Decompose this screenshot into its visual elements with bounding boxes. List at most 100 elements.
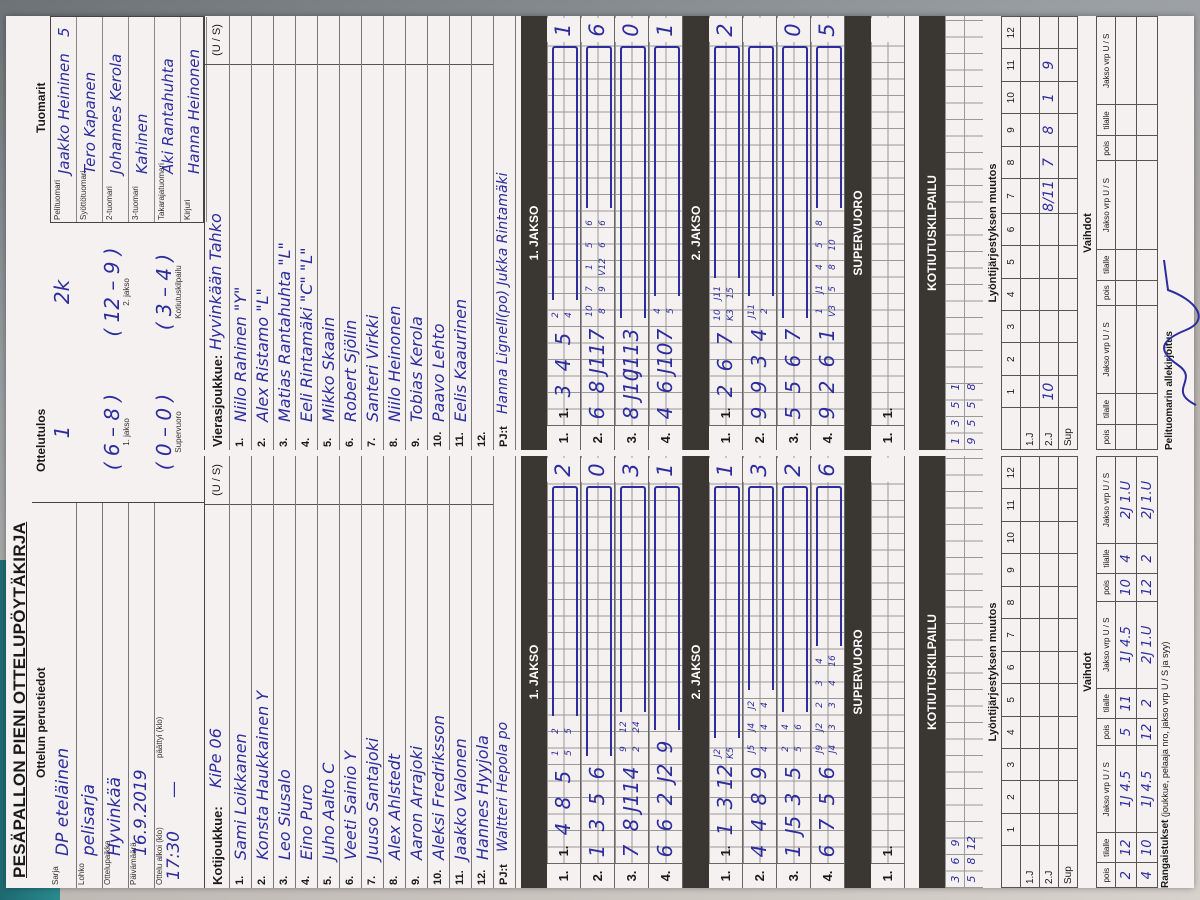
player-name: Leo Siusalo bbox=[275, 769, 294, 860]
substitution-cell: 1J 4.5 bbox=[1115, 601, 1137, 689]
player-us-cell bbox=[318, 16, 339, 65]
substitution-cell: 1J 4.5 bbox=[1136, 745, 1158, 833]
player-name: Paavo Lehto bbox=[429, 323, 448, 422]
substitution-cell bbox=[1115, 104, 1137, 136]
corner-cell bbox=[1001, 407, 1021, 450]
player-us-cell bbox=[274, 456, 295, 505]
run-bracket bbox=[654, 486, 680, 730]
period-label: Kotiutuskilpailu bbox=[174, 265, 183, 319]
mark-bottom: 5 bbox=[965, 875, 978, 883]
play-mark: 7 bbox=[781, 328, 805, 342]
play-mark: 2 bbox=[713, 384, 737, 398]
basics-field: Päivämäärä 16.9.2019 bbox=[128, 503, 155, 888]
row-total bbox=[871, 18, 904, 42]
period-band: 1. JAKSO bbox=[521, 456, 547, 888]
lineup-cell bbox=[1020, 748, 1040, 781]
referee-role: Syöttötuomari bbox=[79, 170, 88, 220]
player-name: Veeti Sainio Y bbox=[341, 750, 360, 860]
row-total bbox=[871, 458, 904, 482]
run-bracket bbox=[714, 486, 740, 738]
player-us-cell bbox=[362, 456, 383, 505]
player-us-cell bbox=[428, 456, 449, 505]
mark-bottom: 12 bbox=[965, 836, 978, 850]
play-mark: 12 bbox=[713, 764, 737, 790]
period-band: SUPERVUORO bbox=[845, 456, 871, 888]
row-number: 2. bbox=[743, 425, 776, 450]
lineup-cell bbox=[1039, 780, 1059, 814]
column-header: 2 bbox=[1001, 342, 1021, 376]
mark-bottom: 5 bbox=[965, 419, 978, 427]
mark-bottom: J4 bbox=[828, 744, 838, 754]
lineup-cell bbox=[1058, 310, 1078, 343]
row-total: 5 bbox=[811, 18, 844, 42]
player-us-cell bbox=[450, 16, 471, 65]
substitution-cell bbox=[1136, 393, 1158, 425]
play-mark: 6 bbox=[815, 354, 839, 368]
mark-top: 1 bbox=[551, 750, 561, 756]
inning-row: 2. 1 3 5 6 0 bbox=[581, 456, 615, 888]
team-label: Vierasjoukkue: bbox=[210, 354, 225, 447]
player-us-cell bbox=[296, 456, 317, 505]
substitutions-title: Vaihdot bbox=[1082, 652, 1094, 692]
substitution-cell: 10 bbox=[1115, 573, 1137, 602]
row-label: 2.J bbox=[1039, 845, 1059, 888]
player-us-cell bbox=[384, 16, 405, 65]
row-label: 1.J bbox=[1020, 407, 1040, 450]
player-number: 5. bbox=[322, 875, 334, 885]
player-name: Niilo Rahinen "Y" bbox=[231, 286, 250, 422]
lineup-cell bbox=[1020, 113, 1040, 147]
player-number: 1. bbox=[234, 875, 246, 885]
field-value: DP eteläinen bbox=[53, 747, 73, 856]
player-us-cell bbox=[230, 456, 251, 505]
play-mark: 4 bbox=[551, 358, 575, 372]
mark-top: J2 bbox=[713, 748, 723, 758]
column-header: 9 bbox=[1001, 113, 1021, 147]
column-header: Jakso vrp U / S bbox=[1096, 456, 1116, 544]
mark-bottom: 8 bbox=[965, 857, 978, 865]
player-row: 4. Eino Puro bbox=[296, 456, 318, 888]
player-number: 4. bbox=[300, 875, 312, 885]
inning-row: 1. 1. 3 4 5 2 4 1 bbox=[547, 16, 581, 450]
lineup-cell bbox=[1058, 375, 1078, 408]
play-mark: 1 bbox=[585, 844, 609, 858]
lineup-cell bbox=[1039, 213, 1059, 246]
column-header: Jakso vrp U / S bbox=[1096, 745, 1116, 833]
row-total: 2 bbox=[547, 458, 580, 482]
play-mark: 5 bbox=[781, 406, 805, 420]
substitution-cell: 11 bbox=[1115, 688, 1137, 719]
lineup-changes-title: Lyöntijärjestyksen muutos bbox=[987, 602, 999, 742]
lineup-cell bbox=[1039, 716, 1059, 749]
row-number: 3. bbox=[615, 425, 648, 450]
mark-top: 4 bbox=[815, 264, 825, 270]
lineup-cell bbox=[1020, 586, 1040, 619]
mark-top: J2 bbox=[747, 700, 757, 710]
referee-name: Hanna Heinonen bbox=[185, 48, 203, 174]
player-row: 9. Aaron Arrajoki bbox=[406, 456, 428, 888]
period-band: 2. JAKSO bbox=[683, 16, 709, 450]
substitution-cell: 2J 1.U bbox=[1136, 601, 1158, 689]
inning-row: 4. 6 6 2 J2 9 1 bbox=[649, 456, 683, 888]
play-mark: 6 bbox=[585, 766, 609, 780]
mark-top: 6 bbox=[585, 220, 595, 226]
inning-row: 2. 4 4 8 9 J5 4 J4 4 J2 4 3 bbox=[743, 456, 777, 888]
field-value: Hyvinkää bbox=[105, 776, 125, 856]
corner-cell bbox=[1001, 845, 1021, 888]
play-mark: 2 bbox=[653, 792, 677, 806]
lineup-cell bbox=[1058, 213, 1078, 246]
lineup-cell bbox=[1039, 618, 1059, 652]
signature-scribble bbox=[1163, 259, 1200, 406]
column-header: 12 bbox=[1001, 456, 1021, 489]
lineup-cell bbox=[1020, 683, 1040, 717]
lineup-changes-title: Lyöntijärjestyksen muutos bbox=[987, 163, 999, 303]
referee-role: Pelituomari bbox=[53, 179, 62, 220]
contest-mark: 9 12 bbox=[945, 834, 986, 852]
player-row: 7. Juuso Santajoki bbox=[362, 456, 384, 888]
lineup-cell bbox=[1058, 618, 1078, 652]
row-number: 4. bbox=[649, 863, 682, 888]
player-row: 5. Mikko Skaain bbox=[318, 16, 340, 450]
player-row: 1. Sami Loikkanen bbox=[230, 456, 252, 888]
substitution-cell bbox=[1136, 16, 1158, 105]
substitution-cell bbox=[1136, 104, 1158, 136]
